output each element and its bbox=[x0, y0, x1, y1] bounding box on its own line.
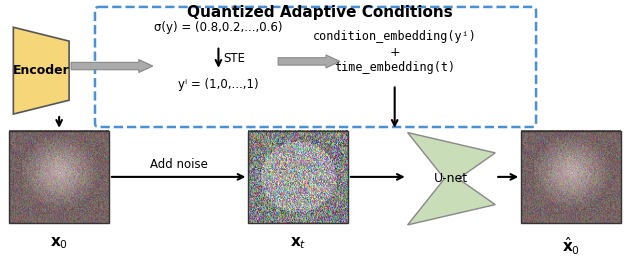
Text: STE: STE bbox=[223, 52, 245, 65]
Polygon shape bbox=[278, 55, 340, 68]
Text: U-net: U-net bbox=[435, 172, 468, 185]
Text: Add noise: Add noise bbox=[150, 158, 207, 171]
Text: condition_embedding(yⁱ): condition_embedding(yⁱ) bbox=[313, 30, 477, 43]
Text: $\hat{\mathbf{x}}_0$: $\hat{\mathbf{x}}_0$ bbox=[562, 235, 580, 257]
Text: yⁱ = (1,0,...,1): yⁱ = (1,0,...,1) bbox=[178, 78, 259, 91]
Text: $\mathbf{x}_t$: $\mathbf{x}_t$ bbox=[290, 235, 307, 251]
Text: Quantized Adaptive Conditions: Quantized Adaptive Conditions bbox=[187, 5, 453, 20]
Polygon shape bbox=[408, 133, 495, 225]
Bar bbox=[248, 131, 348, 223]
Text: +: + bbox=[389, 46, 400, 59]
Text: $\mathbf{x}_0$: $\mathbf{x}_0$ bbox=[50, 235, 68, 251]
Bar bbox=[521, 131, 621, 223]
Text: Encoder: Encoder bbox=[13, 64, 70, 77]
Polygon shape bbox=[71, 60, 153, 73]
Text: σ(y) = (0.8,0.2,...,0.6): σ(y) = (0.8,0.2,...,0.6) bbox=[154, 21, 283, 34]
Text: time_embedding(t): time_embedding(t) bbox=[334, 61, 455, 74]
Polygon shape bbox=[13, 27, 69, 114]
Bar bbox=[10, 131, 109, 223]
